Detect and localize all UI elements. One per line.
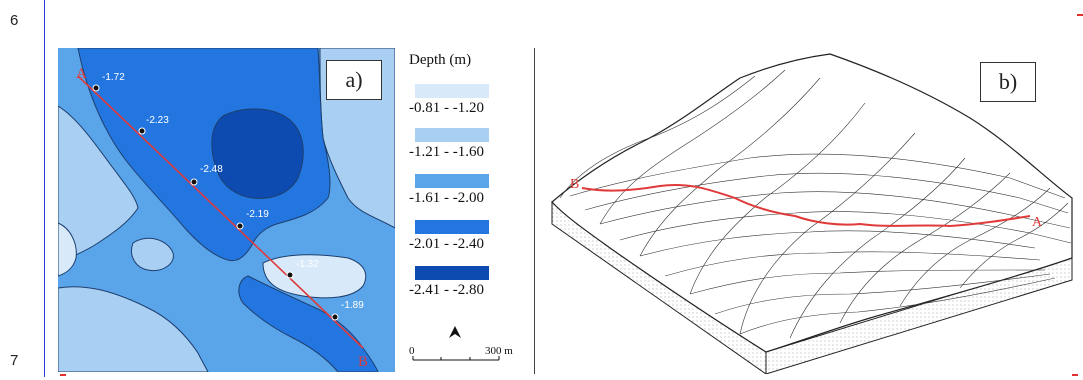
shallow-zone-bottom-left [58, 286, 209, 372]
scale-and-north: 0 300 m [409, 326, 513, 361]
depth-legend: Depth (m) -0.81 - -1.20 -1.21 - -1.60 -1… [405, 52, 525, 374]
legend-swatch [415, 220, 489, 234]
point-b-label: B [358, 354, 368, 370]
legend-label: -1.21 - -1.60 [409, 144, 484, 160]
sample-point [138, 127, 146, 135]
terrain-surface [551, 53, 1073, 353]
sample-point [331, 313, 339, 321]
depth-label: -1.72 [102, 72, 125, 83]
terrain-section-line [581, 183, 1031, 228]
terrain-panel: B A b) [540, 48, 1075, 375]
legend-item: -2.41 - -2.80 [409, 266, 519, 299]
line-number-6: 6 [10, 12, 19, 29]
legend-item: -1.21 - -1.60 [409, 128, 519, 161]
terrain-wireframe: B A [551, 53, 1073, 375]
legend-label: -2.01 - -2.40 [409, 236, 484, 252]
shallow-zone-far-left [58, 222, 77, 277]
legend-title: Depth (m) [409, 52, 472, 68]
legend-swatch [415, 84, 489, 98]
depth-label: -1.32 [296, 259, 319, 270]
legend-label: -0.81 - -1.20 [409, 100, 484, 116]
sample-point [190, 178, 198, 186]
terrain-point-a-label: A [1032, 215, 1043, 230]
legend-swatch [415, 266, 489, 280]
line-number-7: 7 [10, 352, 19, 369]
panel-a-label: a) [326, 60, 382, 100]
legend-item: -2.01 - -2.40 [409, 220, 519, 253]
section-line-ab [77, 75, 364, 349]
legend-label: -2.41 - -2.80 [409, 282, 484, 298]
sample-point [236, 222, 244, 230]
corner-mark-top-right [1077, 14, 1083, 16]
deep-channel [77, 48, 331, 262]
legend-item: -1.61 - -2.00 [409, 174, 519, 207]
legend-swatch [415, 174, 489, 188]
margin-line [44, 0, 45, 377]
sample-point [92, 84, 100, 92]
scale-start-label: 0 [409, 345, 415, 357]
corner-mark-bottom-left [60, 374, 66, 376]
depth-label: -1.89 [341, 300, 364, 311]
panel-divider [534, 48, 535, 374]
legend-item: -0.81 - -1.20 [409, 84, 519, 117]
corner-mark-bottom-right [1072, 374, 1078, 376]
depth-label: -2.23 [146, 115, 169, 126]
scale-end-label: 300 m [485, 345, 513, 357]
depth-label: -2.19 [246, 209, 269, 220]
legend-swatch [415, 128, 489, 142]
north-arrow-icon [449, 326, 461, 338]
depth-map: A B -1.72 -2.23 -2.48 -2.19 -1.32 -1.89 [58, 48, 395, 372]
terrain-point-b-label: B [570, 177, 579, 192]
deepest-basin [211, 108, 304, 199]
point-a-label: A [76, 66, 87, 82]
legend-label: -1.61 - -2.00 [409, 190, 484, 206]
lower-channel [238, 275, 379, 372]
shallow-island [131, 237, 174, 272]
depth-map-panel: A B -1.72 -2.23 -2.48 -2.19 -1.32 -1.89 … [58, 48, 395, 372]
panel-b-label: b) [980, 62, 1036, 102]
depth-label: -2.48 [200, 164, 223, 175]
terrain-grid-lines [559, 69, 1072, 339]
sample-point [286, 271, 294, 279]
shallow-zone-left [58, 105, 139, 264]
shallow-zone-right-lower [262, 254, 367, 299]
